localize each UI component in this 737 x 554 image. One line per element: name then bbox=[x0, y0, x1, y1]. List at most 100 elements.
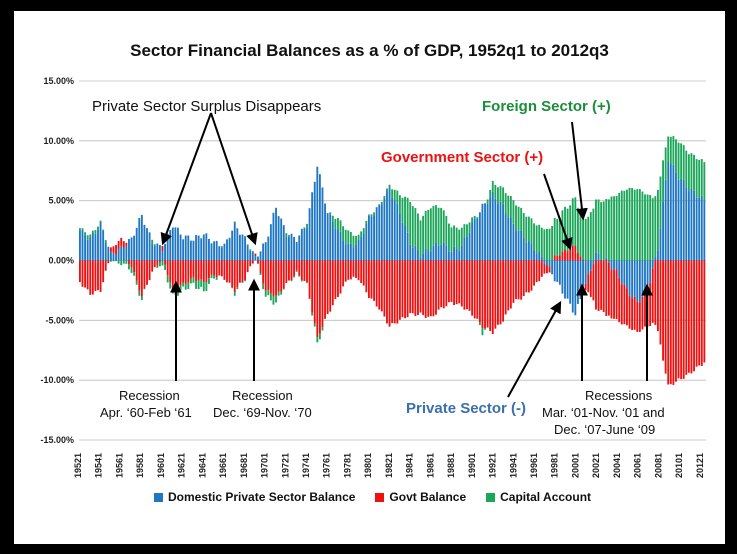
bar-private bbox=[566, 260, 569, 299]
bar-govt bbox=[321, 260, 324, 328]
bar-govt bbox=[99, 260, 102, 292]
bar-private bbox=[533, 250, 535, 261]
bar-govt bbox=[633, 296, 636, 330]
bar-capital bbox=[177, 289, 179, 296]
bar-private bbox=[548, 260, 551, 267]
bar-private bbox=[262, 243, 265, 261]
bar-capital bbox=[675, 139, 677, 173]
bar-private bbox=[349, 243, 352, 261]
bar-capital bbox=[543, 229, 546, 261]
bar-capital bbox=[331, 215, 334, 222]
bar-private bbox=[453, 246, 455, 261]
bar-capital bbox=[249, 249, 252, 251]
bar-capital bbox=[200, 279, 203, 287]
bar-govt bbox=[414, 260, 417, 316]
bar-capital bbox=[189, 278, 192, 284]
bar-capital bbox=[161, 260, 164, 266]
bar-govt bbox=[233, 260, 236, 293]
bar-capital bbox=[169, 282, 172, 289]
bar-govt bbox=[698, 260, 701, 366]
bar-capital bbox=[357, 234, 360, 240]
bar-private bbox=[427, 250, 430, 261]
bar-capital bbox=[669, 136, 672, 165]
bar-capital bbox=[264, 290, 267, 297]
bar-govt bbox=[409, 260, 412, 314]
bar-capital bbox=[502, 187, 505, 205]
bar-capital bbox=[91, 230, 94, 233]
bar-capital bbox=[427, 209, 430, 251]
bar-private bbox=[347, 243, 350, 261]
bar-capital bbox=[646, 194, 649, 261]
bar-private bbox=[466, 236, 468, 261]
bar-private bbox=[675, 172, 677, 261]
bar-govt bbox=[290, 260, 293, 281]
bar-govt bbox=[672, 260, 675, 385]
bar-govt bbox=[417, 260, 419, 315]
bar-capital bbox=[610, 196, 613, 261]
bar-capital bbox=[94, 230, 97, 234]
bar-capital bbox=[269, 293, 272, 301]
bar-govt bbox=[610, 269, 613, 319]
bar-capital bbox=[342, 226, 345, 241]
bar-govt bbox=[677, 260, 680, 379]
annotation-private-sector: Private Sector (-) bbox=[406, 400, 527, 417]
bar-capital bbox=[380, 201, 383, 205]
bar-govt bbox=[285, 260, 288, 284]
bar-private bbox=[143, 224, 146, 261]
bar-capital bbox=[414, 208, 417, 246]
bar-govt bbox=[504, 260, 507, 315]
bar-private bbox=[293, 236, 296, 261]
bar-govt bbox=[331, 260, 334, 306]
bar-govt bbox=[592, 264, 595, 301]
bar-capital bbox=[117, 260, 120, 264]
bar-private bbox=[156, 243, 159, 261]
bar-govt bbox=[664, 260, 667, 374]
y-tick-label: -5.00% bbox=[45, 315, 74, 325]
bar-capital bbox=[672, 136, 675, 165]
x-tick-label: 19961 bbox=[529, 453, 539, 478]
bar-govt bbox=[623, 284, 626, 325]
bar-capital bbox=[316, 337, 319, 343]
bar-govt bbox=[179, 260, 182, 286]
bar-private bbox=[515, 230, 517, 261]
x-tick-label: 19781 bbox=[342, 453, 352, 478]
bar-capital bbox=[285, 233, 288, 237]
bar-govt bbox=[210, 260, 213, 275]
bar-private bbox=[285, 236, 288, 261]
bar-private bbox=[571, 260, 574, 313]
bar-capital bbox=[551, 225, 554, 261]
bar-private bbox=[494, 198, 497, 261]
bar-govt bbox=[600, 260, 603, 310]
bar-private bbox=[104, 242, 107, 261]
bar-capital bbox=[233, 292, 236, 296]
bar-govt bbox=[517, 260, 520, 300]
bar-govt bbox=[109, 247, 112, 252]
bar-private bbox=[257, 256, 259, 261]
bar-private bbox=[218, 246, 221, 261]
bar-govt bbox=[288, 260, 290, 281]
bar-capital bbox=[205, 282, 208, 292]
bar-govt bbox=[360, 260, 363, 284]
x-tick-label: 19901 bbox=[467, 453, 477, 478]
bar-private bbox=[401, 222, 404, 261]
bar-capital bbox=[615, 195, 618, 261]
bar-capital bbox=[120, 260, 123, 266]
bar-capital bbox=[695, 159, 698, 198]
bar-capital bbox=[208, 278, 210, 284]
bar-private bbox=[442, 242, 445, 261]
chart-title: Sector Financial Balances as a % of GDP,… bbox=[130, 41, 609, 60]
bar-capital bbox=[664, 147, 667, 180]
x-tick-label: 20101 bbox=[674, 453, 684, 478]
bar-govt bbox=[169, 260, 172, 283]
bar-govt bbox=[280, 260, 283, 292]
bar-capital bbox=[213, 275, 216, 279]
x-tick-label: 19581 bbox=[135, 453, 145, 478]
bar-capital bbox=[375, 206, 378, 208]
bar-private bbox=[233, 221, 236, 261]
bar-capital bbox=[352, 235, 355, 248]
bar-govt bbox=[195, 260, 197, 281]
y-tick-label: 0.00% bbox=[48, 256, 74, 266]
bar-govt bbox=[236, 260, 239, 288]
bar-capital bbox=[306, 223, 308, 228]
bar-private bbox=[429, 251, 432, 261]
